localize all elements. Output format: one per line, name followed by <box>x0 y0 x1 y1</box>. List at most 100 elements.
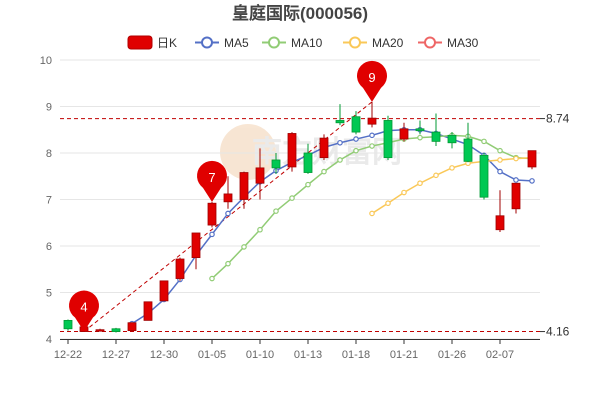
marker-pin: 9 <box>357 60 388 102</box>
ma10-point <box>257 226 263 233</box>
candle <box>479 153 489 200</box>
candle-body <box>415 128 425 132</box>
legend-label: MA30 <box>447 36 479 50</box>
candles <box>63 101 537 333</box>
candle <box>175 257 185 281</box>
x-tick-label: 01-18 <box>342 349 370 361</box>
legend-circle-icon <box>268 36 280 49</box>
legend-circle-icon <box>424 36 436 49</box>
ma10-point <box>481 138 487 145</box>
candle <box>399 122 409 142</box>
pin-label: 7 <box>208 170 215 185</box>
ref-line-label: 8.74 <box>546 112 570 126</box>
candle <box>463 122 473 163</box>
ma10-point <box>353 147 359 154</box>
ma20-point <box>497 157 503 163</box>
candle <box>335 104 345 126</box>
legend-item-ma5[interactable]: MA5 <box>195 36 249 50</box>
ma10-point <box>209 275 215 282</box>
candle-body <box>287 133 297 168</box>
legend[interactable]: 日K MA5 MA10 MA20 MA30 <box>127 35 479 50</box>
y-tick-label: 9 <box>46 102 52 114</box>
ma10-point <box>289 195 295 201</box>
legend-label: MA20 <box>372 36 404 50</box>
x-tick-label: 12-27 <box>102 349 130 361</box>
candle <box>415 120 425 135</box>
candle-body <box>479 154 489 198</box>
candle-body <box>319 137 329 159</box>
candle-body <box>111 328 121 332</box>
candle-body <box>303 152 313 173</box>
legend-circle-icon <box>201 36 213 49</box>
candle-body <box>255 167 265 184</box>
candle-body <box>127 322 137 332</box>
candle-body <box>463 138 473 162</box>
legend-item-ma20[interactable]: MA20 <box>343 36 404 50</box>
markers: 4 7 9 <box>69 60 388 332</box>
candle-body <box>191 232 201 259</box>
ma20-point <box>513 155 519 162</box>
marker-pin: 4 <box>69 290 99 332</box>
y-axis: 4 5 6 7 8 9 10 <box>40 55 52 346</box>
candle <box>255 148 265 200</box>
ma10-point <box>305 181 311 188</box>
ref-line-label: 4.16 <box>546 325 570 339</box>
candle-body <box>271 159 281 169</box>
ma5-point <box>529 178 535 184</box>
y-tick-label: 8 <box>46 148 52 160</box>
ma20-point <box>417 180 423 187</box>
x-tick-label: 01-21 <box>390 349 418 361</box>
ma5-point <box>369 132 375 139</box>
pin-icon <box>69 290 99 332</box>
x-tick-label: 12-22 <box>54 349 82 361</box>
candle <box>143 301 153 321</box>
candle <box>239 171 249 209</box>
candle <box>495 190 505 233</box>
candle-body <box>527 150 537 168</box>
x-tick-label: 01-10 <box>246 349 274 361</box>
candle <box>367 101 377 128</box>
ma20-point <box>369 210 375 217</box>
candle <box>127 322 137 332</box>
candle-body <box>495 215 505 231</box>
pin-icon <box>197 160 228 202</box>
legend-item-ma10[interactable]: MA10 <box>262 36 323 50</box>
reference-lines: 8.74 4.16 <box>60 101 570 339</box>
candle-body <box>447 134 457 144</box>
candle <box>95 328 105 332</box>
y-tick-label: 4 <box>46 334 52 346</box>
candle <box>447 132 457 149</box>
pin-label: 9 <box>368 70 375 85</box>
x-tick-label: 12-30 <box>150 349 178 361</box>
ma20-point <box>433 172 439 179</box>
x-tick-label: 02-07 <box>486 349 514 361</box>
candle-body <box>159 280 169 302</box>
candle <box>527 150 537 170</box>
candle <box>191 232 201 270</box>
candle-body <box>63 319 73 330</box>
candle <box>511 182 521 214</box>
legend-item-ma30[interactable]: MA30 <box>418 36 479 50</box>
y-tick-label: 10 <box>40 55 52 67</box>
ma5-point <box>513 177 519 183</box>
candle <box>271 153 281 174</box>
grid <box>60 59 540 340</box>
candle-body <box>239 172 249 200</box>
ma5-point <box>497 168 503 175</box>
legend-item-日k[interactable]: 日K <box>127 35 177 50</box>
ma20-point <box>449 165 455 171</box>
x-tick-label: 01-05 <box>198 349 226 361</box>
candle-body <box>511 182 521 210</box>
pin-label: 4 <box>80 300 87 315</box>
candle-body <box>95 329 105 332</box>
pin-icon <box>357 60 388 102</box>
ma10-point <box>337 157 343 163</box>
candle-body <box>399 128 409 140</box>
ma5-point <box>209 231 215 238</box>
ma5-point <box>353 136 359 142</box>
y-tick-label: 7 <box>46 195 52 207</box>
ma10-point <box>241 244 247 250</box>
candle <box>207 201 217 228</box>
candle <box>287 132 297 172</box>
y-tick-label: 6 <box>46 241 52 253</box>
